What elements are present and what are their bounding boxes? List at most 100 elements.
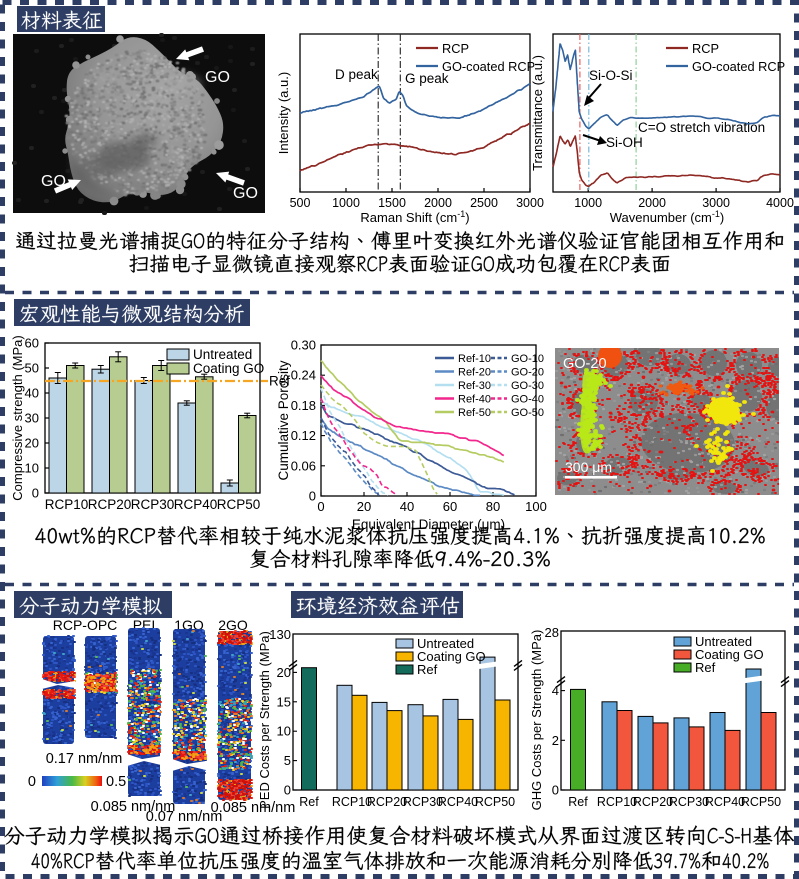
svg-text:Ref: Ref (695, 660, 716, 675)
svg-text:RCP20: RCP20 (633, 795, 673, 809)
svg-text:0.085 nm/nm: 0.085 nm/nm (211, 800, 296, 816)
svg-text:20: 20 (25, 436, 39, 451)
svg-text:2000: 2000 (638, 196, 666, 210)
svg-text:130: 130 (269, 627, 291, 642)
svg-text:RCP10: RCP10 (332, 795, 372, 809)
svg-text:GO-20: GO-20 (563, 356, 607, 372)
svg-text:Untreated: Untreated (417, 636, 474, 651)
svg-text:Ref-50: Ref-50 (458, 407, 491, 419)
svg-text:1000: 1000 (574, 196, 602, 210)
svg-text:40: 40 (400, 499, 414, 514)
svg-text:2000: 2000 (424, 196, 452, 210)
svg-text:Si-O-Si: Si-O-Si (589, 68, 633, 83)
svg-text:RCP20: RCP20 (88, 497, 132, 512)
svg-text:30: 30 (25, 411, 39, 426)
svg-text:2500: 2500 (470, 196, 498, 210)
svg-text:60: 60 (25, 336, 39, 351)
svg-text:GO-50: GO-50 (511, 407, 544, 419)
svg-text:Untreated: Untreated (193, 347, 252, 362)
svg-text:RCP30: RCP30 (403, 795, 443, 809)
svg-text:40: 40 (25, 386, 39, 401)
svg-text:RCP20: RCP20 (367, 795, 407, 809)
svg-text:0.5: 0.5 (106, 774, 126, 790)
svg-text:Untreated: Untreated (695, 634, 752, 649)
svg-text:4000: 4000 (766, 196, 794, 210)
svg-text:Ref: Ref (299, 795, 319, 809)
svg-text:Compressive strength (MPa): Compressive strength (MPa) (10, 335, 25, 500)
svg-text:Ref: Ref (568, 795, 588, 809)
svg-text:Ref-40: Ref-40 (458, 394, 491, 406)
svg-text:Ref-10: Ref-10 (458, 353, 491, 365)
svg-text:RCP: RCP (442, 41, 469, 56)
svg-text:RCP10: RCP10 (597, 795, 637, 809)
svg-text:0.06: 0.06 (291, 458, 316, 473)
svg-text:G peak: G peak (405, 71, 449, 86)
svg-text:GO-10: GO-10 (511, 353, 544, 365)
svg-text:RCP30: RCP30 (131, 497, 175, 512)
svg-text:D peak: D peak (335, 67, 378, 82)
svg-text:Coating GO: Coating GO (193, 361, 264, 376)
svg-text:Wavenumber (cm-1): Wavenumber (cm-1) (610, 209, 724, 225)
svg-text:0: 0 (28, 774, 36, 790)
svg-text:RCP50: RCP50 (217, 497, 261, 512)
svg-text:GO-40: GO-40 (511, 394, 544, 406)
svg-text:0: 0 (284, 783, 291, 798)
svg-text:GO: GO (233, 185, 258, 202)
svg-text:1000: 1000 (332, 196, 360, 210)
svg-text:Transmittance (a.u.): Transmittance (a.u.) (530, 55, 545, 171)
svg-text:500: 500 (290, 196, 311, 210)
svg-text:Coating GO: Coating GO (417, 649, 486, 664)
svg-text:100: 100 (525, 499, 547, 514)
svg-text:1500: 1500 (378, 196, 406, 210)
svg-text:GO: GO (205, 69, 230, 86)
svg-text:RCP40: RCP40 (174, 497, 218, 512)
svg-text:2: 2 (552, 733, 559, 748)
svg-text:0: 0 (309, 489, 316, 504)
svg-text:RCP30: RCP30 (669, 795, 709, 809)
svg-text:GO-30: GO-30 (511, 380, 544, 392)
svg-text:RCP50: RCP50 (475, 795, 515, 809)
svg-text:Ref-20: Ref-20 (458, 367, 491, 379)
svg-text:3000: 3000 (702, 196, 730, 210)
svg-text:Ref-30: Ref-30 (458, 380, 491, 392)
svg-text:0.085 nm/nm: 0.085 nm/nm (91, 799, 176, 815)
svg-text:80: 80 (486, 499, 500, 514)
svg-text:PED Costs per Strength (MPa): PED Costs per Strength (MPa) (257, 631, 272, 809)
svg-text:3000: 3000 (516, 196, 544, 210)
svg-text:0: 0 (317, 499, 324, 514)
svg-text:0.30: 0.30 (291, 338, 316, 353)
svg-text:GHG Costs per Strength (MPa): GHG Costs per Strength (MPa) (529, 630, 544, 811)
svg-text:Ref: Ref (417, 662, 438, 677)
svg-text:15: 15 (277, 694, 291, 709)
svg-text:Intensity (a.u.): Intensity (a.u.) (276, 72, 291, 154)
svg-text:60: 60 (443, 499, 457, 514)
svg-text:RCP10: RCP10 (45, 497, 89, 512)
svg-text:0.07 nm/nm: 0.07 nm/nm (146, 809, 223, 825)
svg-text:4: 4 (552, 683, 559, 698)
svg-text:20: 20 (277, 665, 291, 680)
svg-text:0.24: 0.24 (291, 368, 316, 383)
svg-text:Cumulative Porosity: Cumulative Porosity (276, 360, 291, 480)
svg-text:GO-20: GO-20 (511, 367, 544, 379)
svg-text:C=O stretch vibration: C=O stretch vibration (638, 120, 765, 135)
svg-text:RCP: RCP (692, 41, 719, 56)
svg-text:0: 0 (32, 486, 39, 501)
svg-text:GO: GO (41, 173, 66, 190)
svg-text:Coating GO: Coating GO (695, 647, 764, 662)
svg-text:RCP40: RCP40 (438, 795, 478, 809)
svg-text:0.18: 0.18 (291, 398, 316, 413)
svg-text:50: 50 (25, 361, 39, 376)
svg-text:GO-coated RCP: GO-coated RCP (692, 59, 785, 74)
svg-text:20: 20 (357, 499, 371, 514)
svg-text:10: 10 (277, 724, 291, 739)
svg-text:Si-OH: Si-OH (606, 135, 643, 150)
svg-text:0.12: 0.12 (291, 428, 316, 443)
svg-text:0: 0 (552, 783, 559, 798)
svg-text:5: 5 (284, 753, 291, 768)
svg-text:2GO: 2GO (218, 617, 248, 633)
svg-text:RCP40: RCP40 (705, 795, 745, 809)
svg-text:GO-coated RCP: GO-coated RCP (442, 59, 535, 74)
svg-text:Ref: Ref (269, 374, 290, 389)
svg-text:Equivalent Diameter (μm): Equivalent Diameter (μm) (352, 517, 505, 532)
svg-text:300 μm: 300 μm (565, 459, 612, 475)
